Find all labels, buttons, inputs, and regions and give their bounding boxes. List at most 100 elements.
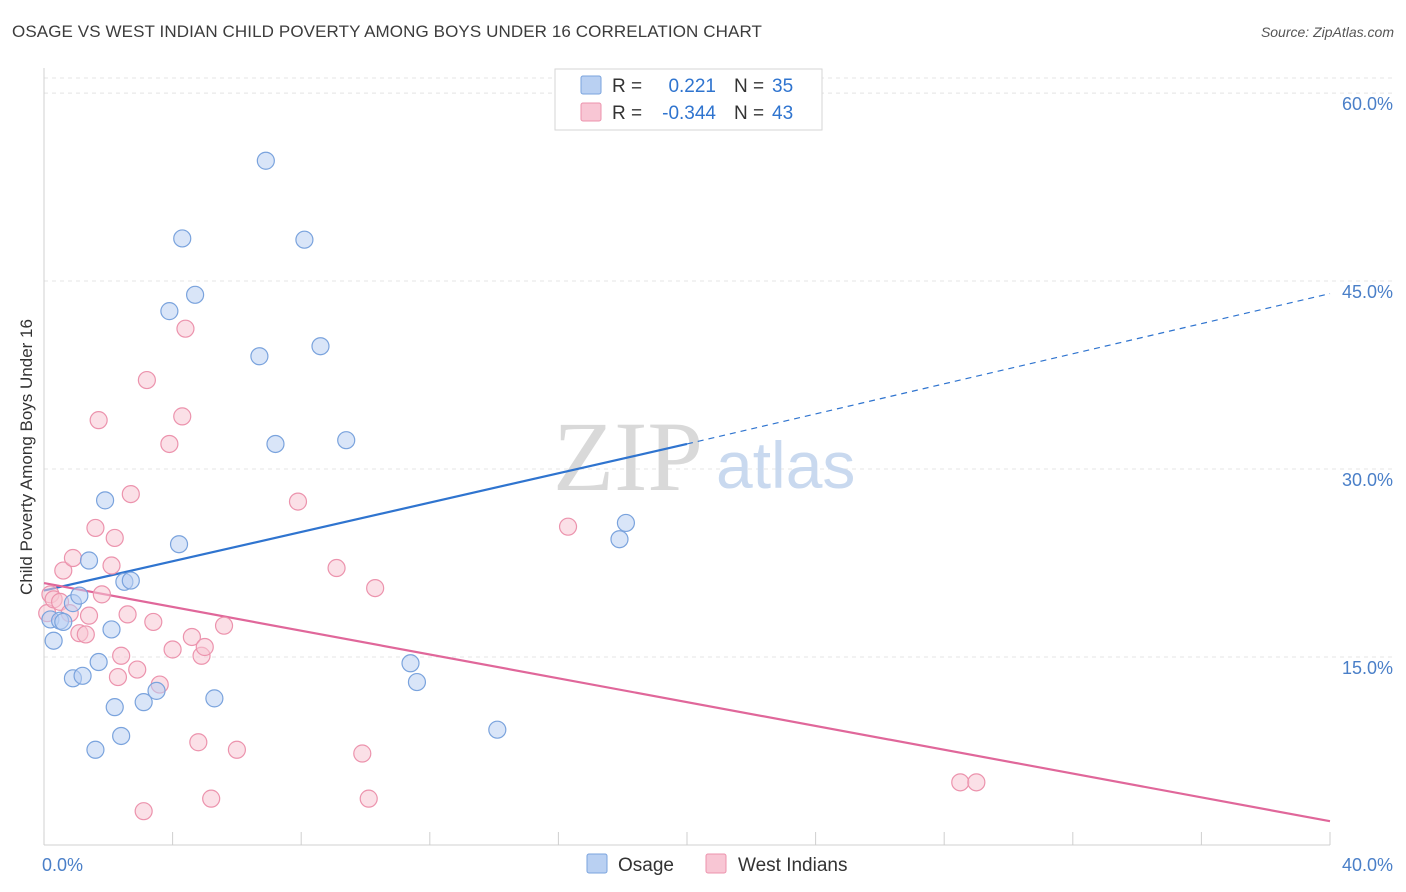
osage-point: [70, 586, 89, 605]
watermark: ZIP atlas: [553, 401, 855, 512]
osage-point: [73, 666, 92, 685]
osage-point: [89, 652, 108, 672]
osage-point: [205, 689, 224, 708]
legend-wi-n-value: 43: [772, 103, 793, 124]
west-indians-point: [214, 616, 234, 635]
legend-osage-swatch: [580, 75, 602, 95]
osage-point: [95, 491, 115, 510]
osage-point: [337, 431, 356, 450]
osage-point: [102, 620, 121, 639]
osage-point: [79, 551, 99, 570]
osage-point: [295, 230, 314, 249]
west-indians-trend-line: [43, 581, 1331, 823]
osage-point: [266, 434, 285, 454]
legend-wi-swatch: [580, 102, 602, 122]
west-indians-point: [288, 492, 308, 511]
west-indians-point: [86, 518, 105, 538]
west-indians-point: [112, 646, 131, 665]
source-attribution: Source: ZipAtlas.com: [1260, 24, 1394, 40]
y-tick-label: 60.0%: [1342, 94, 1393, 114]
grid-lines: [44, 77, 1394, 658]
west-indians-point: [121, 484, 140, 504]
legend-wi-r-value: -0.344: [662, 103, 716, 124]
west-indians-point: [173, 407, 192, 426]
west-indians-point: [102, 556, 121, 575]
osage-point: [616, 513, 636, 533]
osage-point: [44, 631, 63, 650]
west-indians-point: [951, 773, 970, 792]
west-indians-point: [366, 578, 385, 598]
west-indians-point: [189, 733, 208, 752]
y-axis-label: Child Poverty Among Boys Under 16: [17, 319, 36, 595]
x-tick-label: 40.0%: [1342, 855, 1393, 875]
trend-lines: [43, 292, 1331, 823]
watermark-atlas: atlas: [716, 428, 855, 502]
legend-bottom-wi-label: West Indians: [738, 855, 847, 876]
data-points: [38, 151, 986, 821]
y-tick-label: 15.0%: [1342, 658, 1393, 678]
legend-wi-r-label: R =: [612, 103, 642, 124]
legend-top: R = 0.221 N = 35 R = -0.344 N = 43: [554, 68, 823, 131]
osage-point: [256, 151, 275, 170]
west-indians-point: [202, 789, 221, 808]
osage-trend-extension: [686, 292, 1331, 445]
osage-point: [186, 285, 205, 304]
osage-point: [169, 535, 189, 554]
west-indians-point: [89, 411, 108, 430]
west-indians-point: [79, 606, 99, 625]
osage-point: [112, 726, 131, 746]
x-ticks: [43, 832, 1331, 845]
west-indians-point: [118, 605, 137, 624]
legend-bottom: Osage West Indians: [586, 853, 847, 876]
osage-trend-line: [43, 442, 688, 592]
west-indians-point: [176, 319, 195, 338]
west-indians-point: [63, 548, 83, 568]
west-indians-point: [137, 370, 156, 390]
west-indians-point: [108, 667, 128, 687]
legend-osage-n-value: 35: [772, 76, 793, 97]
west-indians-point: [160, 434, 179, 454]
west-indians-point: [967, 773, 986, 792]
west-indians-point: [327, 558, 346, 578]
osage-point: [160, 302, 179, 321]
west-indians-point: [359, 789, 378, 808]
west-indians-point: [182, 627, 201, 647]
osage-point: [86, 740, 105, 759]
west-indians-point: [92, 585, 111, 604]
chart-title: OSAGE VS WEST INDIAN CHILD POVERTY AMONG…: [12, 22, 763, 41]
west-indians-point: [195, 637, 214, 657]
west-indians-point: [105, 528, 124, 548]
osage-point: [105, 698, 124, 717]
west-indians-point: [134, 802, 153, 821]
y-tick-labels: 15.0% 30.0% 45.0% 60.0%: [1342, 94, 1393, 678]
osage-point: [407, 672, 427, 692]
west-indians-point: [353, 744, 372, 763]
x-tick-label: 0.0%: [42, 855, 83, 875]
x-tick-labels: 0.0% 40.0%: [42, 855, 1393, 875]
legend-wi-n-label: N =: [734, 103, 764, 124]
west-indians-point: [163, 640, 182, 659]
y-tick-label: 30.0%: [1342, 470, 1393, 490]
osage-point: [173, 229, 192, 248]
west-indians-point: [76, 625, 95, 644]
legend-bottom-wi-swatch: [705, 853, 727, 874]
legend-osage-r-value: 0.221: [668, 76, 716, 97]
osage-point: [54, 612, 73, 632]
osage-point: [121, 571, 140, 590]
osage-point: [488, 720, 507, 739]
osage-point: [250, 347, 269, 366]
legend-bottom-osage-swatch: [586, 853, 608, 874]
y-tick-label: 45.0%: [1342, 282, 1393, 302]
west-indians-point: [54, 561, 73, 580]
west-indians-point: [128, 660, 147, 679]
osage-point: [147, 681, 166, 700]
osage-point: [311, 337, 330, 356]
legend-bottom-osage-label: Osage: [618, 855, 674, 876]
osage-point: [134, 693, 153, 712]
osage-point: [401, 654, 420, 673]
west-indians-point: [227, 740, 246, 759]
osage-point: [610, 530, 629, 549]
west-indians-point: [144, 612, 163, 632]
legend-osage-n-label: N =: [734, 76, 764, 97]
